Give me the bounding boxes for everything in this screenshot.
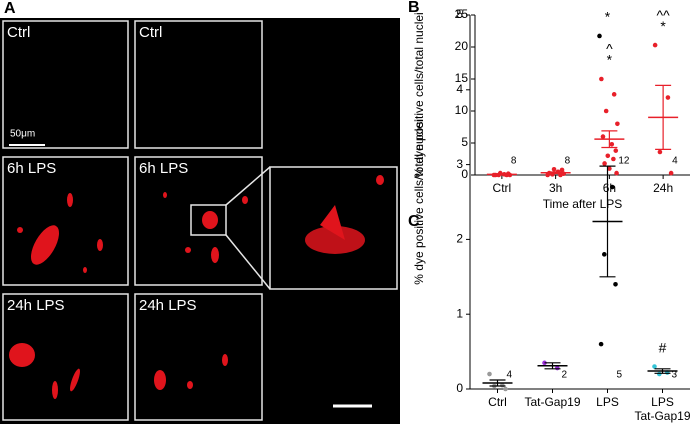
x-axis-label: Time after LPS bbox=[543, 197, 623, 211]
x-tick-label: 6h bbox=[603, 181, 616, 195]
n-label: 2 bbox=[562, 370, 568, 381]
y-tick-label: 0 bbox=[456, 381, 463, 395]
n-label: 8 bbox=[511, 156, 517, 167]
significance-mark: * bbox=[607, 52, 613, 68]
data-point bbox=[652, 42, 658, 48]
tile-label: 24h LPS bbox=[7, 297, 65, 314]
x-tick-label: Ctrl bbox=[488, 395, 507, 409]
significance-mark: * bbox=[605, 9, 611, 25]
data-point bbox=[598, 341, 604, 347]
data-point bbox=[657, 149, 663, 155]
data-point bbox=[613, 148, 619, 153]
error-bar bbox=[654, 368, 671, 374]
tile-label: 6h LPS bbox=[7, 160, 56, 177]
significance-mark: * bbox=[660, 18, 666, 34]
data-point bbox=[607, 166, 612, 171]
data-point bbox=[668, 170, 674, 176]
data-point bbox=[602, 252, 607, 257]
data-point bbox=[665, 95, 671, 100]
error-bar bbox=[547, 171, 564, 175]
error-bar bbox=[599, 165, 616, 278]
n-label: 3 bbox=[672, 370, 678, 381]
y-tick-label: 1 bbox=[456, 306, 463, 320]
data-point bbox=[597, 33, 602, 39]
significance-mark: # bbox=[659, 339, 667, 355]
data-point bbox=[652, 364, 657, 369]
y-tick-label: 3 bbox=[456, 157, 463, 171]
data-point bbox=[611, 92, 617, 97]
data-point bbox=[610, 184, 615, 190]
tile-label: 24h LPS bbox=[139, 297, 197, 314]
n-label: 8 bbox=[565, 156, 571, 167]
micrographs bbox=[2, 20, 398, 421]
error-bar bbox=[544, 362, 561, 370]
error-bar bbox=[493, 173, 510, 176]
data-point bbox=[609, 141, 615, 147]
tile-label: Ctrl bbox=[139, 24, 162, 41]
data-point bbox=[487, 371, 492, 377]
y-tick-label: 2 bbox=[456, 232, 463, 246]
x-tick-label: LPS bbox=[651, 395, 674, 409]
y-tick-label: 15 bbox=[455, 71, 469, 85]
panel-label: A bbox=[4, 0, 16, 17]
x-tick-label: 3h bbox=[549, 181, 562, 195]
data-point bbox=[599, 76, 604, 82]
y-tick-label: 20 bbox=[455, 39, 469, 53]
data-point bbox=[603, 108, 609, 114]
y-tick-label: 5 bbox=[461, 135, 468, 149]
y-tick-label: 0 bbox=[461, 167, 468, 181]
y-tick-label: 5 bbox=[456, 7, 463, 21]
data-point bbox=[611, 156, 616, 162]
n-label: 4 bbox=[672, 156, 678, 167]
y-tick-label: 25 bbox=[455, 7, 469, 21]
data-point bbox=[605, 153, 611, 159]
n-label: 4 bbox=[507, 370, 513, 381]
tile-label: Ctrl bbox=[7, 24, 30, 41]
data-point bbox=[614, 170, 619, 176]
data-point bbox=[551, 166, 557, 172]
data-point bbox=[559, 167, 565, 173]
n-label: 12 bbox=[618, 156, 630, 167]
y-tick-label: 4 bbox=[456, 82, 463, 96]
data-point bbox=[600, 134, 606, 139]
x-tick-label: LPS bbox=[596, 395, 619, 409]
tile-label: 6h LPS bbox=[139, 160, 188, 177]
x-tick-label: Tat-Gap19 bbox=[634, 409, 690, 423]
data-point bbox=[657, 371, 662, 377]
y-axis-label: % dye positive cells/total nuclei bbox=[412, 119, 426, 284]
x-tick-label: Tat-Gap19 bbox=[524, 395, 580, 409]
error-bar bbox=[601, 130, 618, 149]
panel-label: C bbox=[408, 213, 420, 230]
data-point bbox=[615, 121, 620, 127]
y-axis-label: % dye positive cells/total nuclei bbox=[412, 12, 426, 177]
data-point bbox=[613, 281, 618, 287]
data-point bbox=[503, 386, 508, 392]
n-label: 5 bbox=[617, 370, 623, 381]
scale-bar-label: 50μm bbox=[10, 129, 35, 140]
significance-mark: ^ bbox=[606, 41, 613, 57]
error-bar bbox=[655, 84, 672, 150]
error-bar bbox=[489, 379, 506, 387]
x-tick-label: Ctrl bbox=[493, 181, 512, 195]
y-tick-label: 10 bbox=[455, 103, 469, 117]
significance-mark: ^^ bbox=[657, 7, 671, 23]
panel-label: B bbox=[408, 0, 420, 16]
data-point bbox=[602, 161, 607, 166]
x-tick-label: 24h bbox=[653, 181, 673, 195]
